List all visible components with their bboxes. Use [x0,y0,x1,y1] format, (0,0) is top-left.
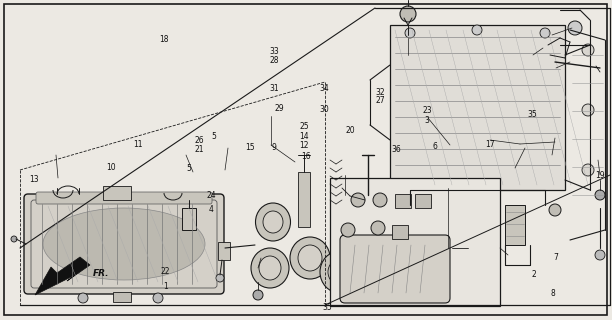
Circle shape [405,28,415,38]
Text: 29: 29 [274,104,284,113]
Text: 35: 35 [528,110,537,119]
Text: 26: 26 [195,136,204,145]
Text: 34: 34 [319,84,329,93]
Text: 4: 4 [209,205,214,214]
Circle shape [351,193,365,207]
Text: 6: 6 [432,142,437,151]
Text: 36: 36 [392,145,401,154]
Text: 1: 1 [163,282,168,291]
Circle shape [363,195,373,205]
FancyBboxPatch shape [340,235,450,303]
Text: 31: 31 [269,84,279,93]
Text: 8: 8 [550,289,555,298]
Text: 22: 22 [160,267,170,276]
FancyBboxPatch shape [24,194,224,294]
Text: 30: 30 [319,105,329,114]
Polygon shape [35,257,90,295]
Text: 19: 19 [595,171,605,180]
Circle shape [582,44,594,56]
Bar [103,186,131,200]
Bar [218,242,230,260]
Circle shape [549,204,561,216]
Text: 15: 15 [245,143,255,152]
Text: 18: 18 [159,35,169,44]
Text: 9: 9 [272,143,277,152]
Circle shape [11,236,17,242]
Text: 33: 33 [269,47,279,56]
Text: 5: 5 [212,132,217,140]
Circle shape [595,190,605,200]
Bar [415,194,431,208]
Text: 20: 20 [345,126,355,135]
Circle shape [400,6,416,22]
Circle shape [153,293,163,303]
Ellipse shape [290,237,330,279]
Bar [392,225,408,239]
Text: 7: 7 [553,253,558,262]
Circle shape [568,21,582,35]
Circle shape [78,293,88,303]
Circle shape [582,164,594,176]
Ellipse shape [320,251,360,293]
Bar [298,172,310,227]
Circle shape [440,242,452,254]
Bar [113,292,131,302]
Bar [390,25,565,190]
Text: 3: 3 [425,116,430,124]
Text: 2: 2 [531,270,536,279]
Circle shape [595,250,605,260]
Circle shape [540,28,550,38]
Bar [182,208,196,230]
Text: 17: 17 [485,140,494,148]
Bar [330,178,500,306]
Text: 11: 11 [133,140,143,149]
FancyBboxPatch shape [36,192,212,204]
Ellipse shape [263,211,283,233]
Bar [365,185,395,220]
Circle shape [373,239,383,249]
Circle shape [216,274,224,282]
Text: 28: 28 [269,56,279,65]
Text: 35: 35 [323,303,332,312]
Circle shape [253,290,263,300]
Text: 32: 32 [376,88,386,97]
Text: 23: 23 [422,106,432,115]
Circle shape [371,221,385,235]
Ellipse shape [251,248,289,288]
Text: 16: 16 [301,152,311,161]
Text: 5: 5 [186,164,191,173]
Text: 25: 25 [299,122,309,131]
Circle shape [373,193,387,207]
Circle shape [373,207,383,217]
Bar [505,205,525,245]
Text: FR.: FR. [93,268,110,277]
Ellipse shape [328,259,352,285]
Text: 14: 14 [299,132,309,140]
Text: 21: 21 [195,145,204,154]
Text: 27: 27 [376,96,386,105]
Ellipse shape [259,256,281,280]
Bar [395,194,411,208]
Text: 13: 13 [29,175,39,184]
Ellipse shape [298,245,322,271]
Circle shape [582,104,594,116]
Circle shape [341,223,355,237]
Ellipse shape [255,203,291,241]
Bar [385,178,401,198]
Circle shape [472,25,482,35]
Text: 24: 24 [206,191,216,200]
Text: 12: 12 [299,141,309,150]
Ellipse shape [43,208,205,280]
Text: 10: 10 [106,163,116,172]
Circle shape [373,223,383,233]
